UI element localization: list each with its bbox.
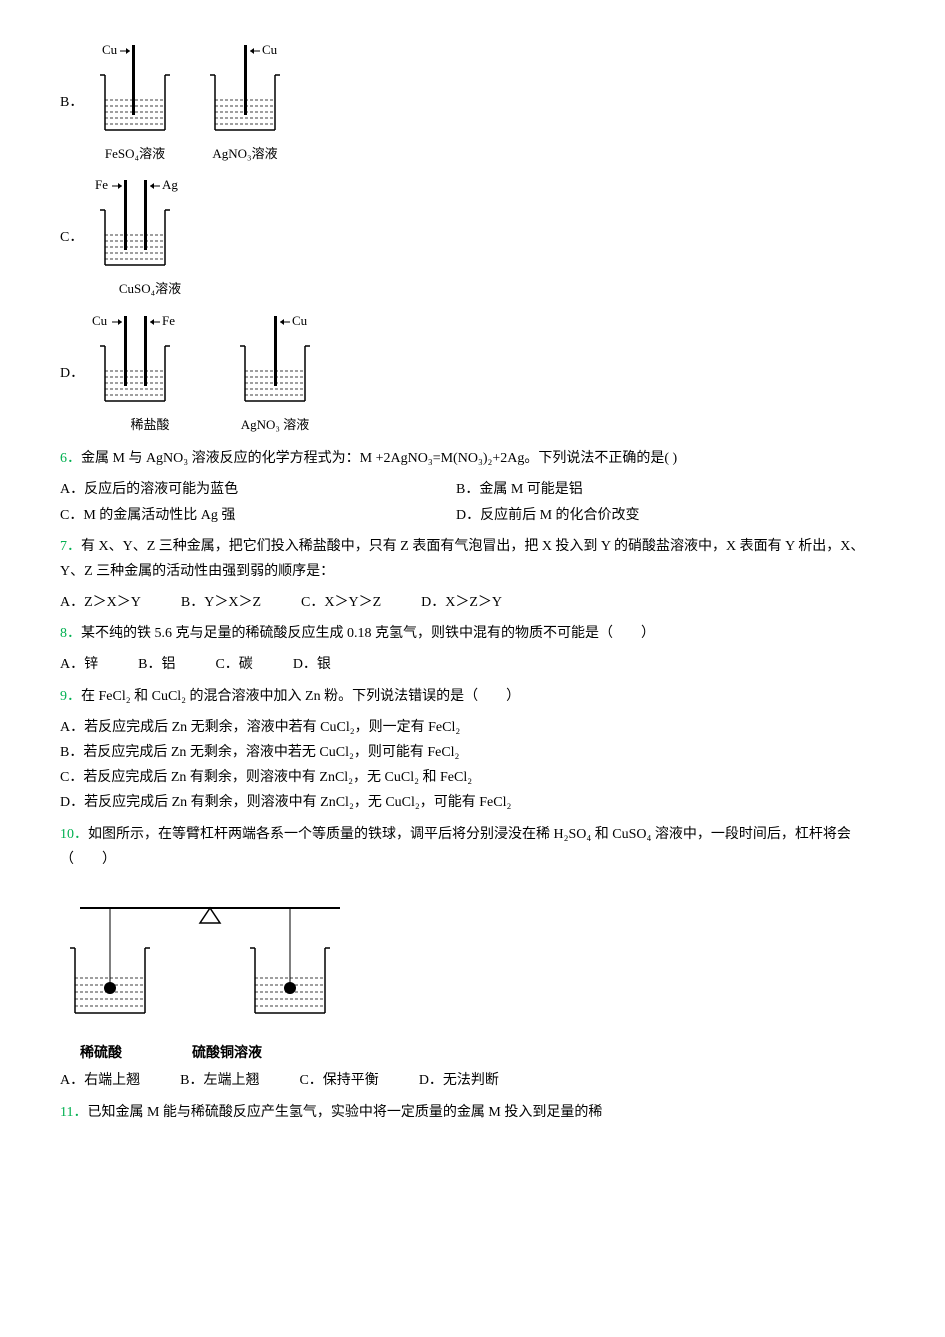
q6-choices: A．反应后的溶液可能为蓝色 B．金属 M 可能是铝 C．M 的金属活动性比 Ag…: [60, 477, 885, 527]
beaker-d1-svg: Cu Fe: [90, 311, 210, 411]
beaker-d1-label: 稀盐酸: [130, 413, 169, 436]
beaker-b2-label: AgNO₃溶液: [212, 142, 277, 165]
beaker-c1: Fe Ag C: [90, 175, 210, 300]
q7-num: 7．: [60, 539, 81, 554]
beaker-b1-svg: Cu: [90, 40, 180, 140]
q10-d: D．无法判断: [419, 1068, 499, 1093]
q10-choices: A．右端上翘 B．左端上翘 C．保持平衡 D．无法判断: [60, 1068, 885, 1093]
q6-d: D．反应前后 M 的化合价改变: [456, 503, 852, 528]
q6-a: A．反应后的溶液可能为蓝色: [60, 477, 456, 502]
beaker-b1-label: FeSO₄溶液: [105, 142, 165, 165]
q6-num: 6．: [60, 451, 81, 466]
q8-num: 8．: [60, 626, 81, 641]
q9-c: C．若反应完成后 Zn 有剩余，则溶液中有 ZnCl₂，无 CuCl₂ 和 Fe…: [60, 765, 885, 790]
beaker-c1-label: CuSO₄溶液: [119, 277, 181, 300]
beaker-b2-svg: Cu: [200, 40, 290, 140]
q7-a: A．Z＞X＞Y: [60, 590, 141, 615]
q8-b: B．铝: [138, 652, 175, 677]
q9-d: D．若反应完成后 Zn 有剩余，则溶液中有 ZnCl₂，无 CuCl₂，可能有 …: [60, 790, 885, 815]
q9-num: 9．: [60, 689, 81, 704]
q8-choices: A．锌 B．铝 C．碳 D．银: [60, 652, 885, 677]
option-c-letter: C．: [60, 175, 90, 250]
beaker-b2: Cu AgNO₃溶液: [200, 40, 290, 165]
option-b-beakers: Cu FeSO₄溶液: [90, 40, 290, 165]
q6-c: C．M 的金属活动性比 Ag 强: [60, 503, 456, 528]
q10-c: C．保持平衡: [299, 1068, 378, 1093]
beaker-c1-svg: Fe Ag: [90, 175, 210, 275]
lever-labels: 稀硫酸 硫酸铜溶液: [80, 1041, 885, 1066]
option-d-beakers: Cu Fe 稀: [90, 311, 320, 436]
svg-text:Ag: Ag: [162, 177, 178, 192]
question-11: 11．已知金属 M 能与稀硫酸反应产生氢气，实验中将一定质量的金属 M 投入到足…: [60, 1100, 885, 1125]
option-b-row: B． Cu: [60, 40, 885, 165]
q6-b: B．金属 M 可能是铝: [456, 477, 852, 502]
beaker-d1: Cu Fe 稀: [90, 311, 210, 436]
q6-text: 金属 M 与 AgNO₃ 溶液反应的化学方程式为：M +2AgNO₃=M(NO₃…: [81, 451, 677, 466]
question-9: 9．在 FeCl₂ 和 CuCl₂ 的混合溶液中加入 Zn 粉。下列说法错误的是…: [60, 684, 885, 709]
q8-text: 某不纯的铁 5.6 克与足量的稀硫酸反应生成 0.18 克氢气，则铁中混有的物质…: [81, 626, 655, 641]
question-10: 10．如图所示，在等臂杠杆两端各系一个等质量的铁球，调平后将分别浸没在稀 H₂S…: [60, 822, 885, 872]
svg-text:Cu: Cu: [92, 313, 108, 328]
q10-num: 10．: [60, 827, 88, 842]
q8-a: A．锌: [60, 652, 98, 677]
q11-num: 11．: [60, 1105, 87, 1120]
lever-diagram: [60, 888, 360, 1028]
question-8: 8．某不纯的铁 5.6 克与足量的稀硫酸反应生成 0.18 克氢气，则铁中混有的…: [60, 621, 885, 646]
svg-text:Cu: Cu: [292, 313, 308, 328]
q9-choices: A．若反应完成后 Zn 无剩余，溶液中若有 CuCl₂，则一定有 FeCl₂ B…: [60, 715, 885, 816]
q11-text: 已知金属 M 能与稀硫酸反应产生氢气，实验中将一定质量的金属 M 投入到足量的稀: [87, 1105, 602, 1120]
q7-text: 有 X、Y、Z 三种金属，把它们投入稀盐酸中，只有 Z 表面有气泡冒出，把 X …: [60, 539, 864, 579]
lever-left-label: 稀硫酸: [80, 1041, 122, 1066]
q9-a: A．若反应完成后 Zn 无剩余，溶液中若有 CuCl₂，则一定有 FeCl₂: [60, 715, 885, 740]
q7-b: B．Y＞X＞Z: [181, 590, 261, 615]
option-c-row: C． Fe Ag: [60, 175, 885, 300]
beaker-b1: Cu FeSO₄溶液: [90, 40, 180, 165]
q10-text: 如图所示，在等臂杠杆两端各系一个等质量的铁球，调平后将分别浸没在稀 H₂SO₄ …: [60, 827, 851, 867]
q9-b: B．若反应完成后 Zn 无剩余，溶液中若无 CuCl₂，则可能有 FeCl₂: [60, 740, 885, 765]
svg-text:Fe: Fe: [95, 177, 108, 192]
option-b-letter: B．: [60, 40, 90, 115]
beaker-d2: Cu AgNO₃ 溶液: [230, 311, 320, 436]
q10-a: A．右端上翘: [60, 1068, 140, 1093]
question-7: 7．有 X、Y、Z 三种金属，把它们投入稀盐酸中，只有 Z 表面有气泡冒出，把 …: [60, 534, 885, 584]
q10-b: B．左端上翘: [180, 1068, 259, 1093]
lever-right-label: 硫酸铜溶液: [192, 1041, 262, 1066]
q8-c: C．碳: [215, 652, 252, 677]
q9-text: 在 FeCl₂ 和 CuCl₂ 的混合溶液中加入 Zn 粉。下列说法错误的是（ …: [81, 689, 520, 704]
svg-text:Cu: Cu: [102, 42, 118, 57]
beaker-d2-svg: Cu: [230, 311, 320, 411]
option-c-beakers: Fe Ag C: [90, 175, 210, 300]
q8-d: D．银: [293, 652, 331, 677]
svg-text:Fe: Fe: [162, 313, 175, 328]
svg-text:Cu: Cu: [262, 42, 278, 57]
beaker-d2-label: AgNO₃ 溶液: [241, 413, 309, 436]
option-d-letter: D．: [60, 311, 90, 386]
q7-c: C．X＞Y＞Z: [301, 590, 381, 615]
q7-d: D．X＞Z＞Y: [421, 590, 502, 615]
question-6: 6．金属 M 与 AgNO₃ 溶液反应的化学方程式为：M +2AgNO₃=M(N…: [60, 446, 885, 471]
q7-choices: A．Z＞X＞Y B．Y＞X＞Z C．X＞Y＞Z D．X＞Z＞Y: [60, 590, 885, 615]
option-d-row: D． Cu Fe: [60, 311, 885, 436]
